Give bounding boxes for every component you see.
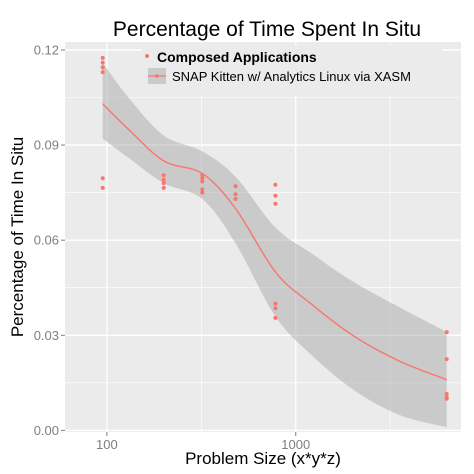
data-point bbox=[161, 181, 166, 186]
data-point bbox=[444, 330, 449, 335]
chart-title: Percentage of Time Spent In Situ bbox=[113, 18, 421, 41]
y-tick-label: 0.12 bbox=[34, 42, 59, 57]
confidence-band-layer bbox=[102, 62, 447, 428]
data-point bbox=[200, 173, 205, 178]
data-point bbox=[273, 315, 278, 320]
data-point bbox=[100, 65, 105, 70]
data-point bbox=[200, 190, 205, 195]
data-point bbox=[273, 306, 278, 311]
data-point bbox=[273, 301, 278, 306]
y-tick-label: 0.00 bbox=[34, 423, 59, 438]
legend-entry-label: SNAP Kitten w/ Analytics Linux via XASM bbox=[172, 69, 411, 84]
y-tick-label: 0.09 bbox=[34, 138, 59, 153]
data-point bbox=[200, 176, 205, 181]
axis-ticks: 0.00 0.03 0.06 0.09 0.12 100 1000 bbox=[34, 42, 311, 452]
legend-box bbox=[142, 45, 442, 95]
x-tick-label: 1000 bbox=[281, 437, 310, 452]
x-axis-label: Problem Size (x*y*z) bbox=[185, 449, 341, 468]
data-point bbox=[100, 70, 105, 75]
data-points bbox=[100, 55, 449, 401]
x-tick-label: 100 bbox=[96, 437, 118, 452]
data-point bbox=[100, 55, 105, 60]
data-point bbox=[100, 60, 105, 65]
y-axis-label: Percentage of Time In Situ bbox=[8, 137, 27, 337]
data-point bbox=[100, 185, 105, 190]
data-point bbox=[273, 201, 278, 206]
data-point bbox=[200, 179, 205, 184]
data-point bbox=[233, 197, 238, 201]
data-point bbox=[161, 173, 166, 178]
smooth-trend-line bbox=[102, 103, 447, 381]
data-point bbox=[100, 176, 105, 181]
y-tick-label: 0.06 bbox=[34, 233, 59, 248]
data-point bbox=[273, 182, 278, 187]
legend-title-marker bbox=[145, 54, 149, 58]
data-point bbox=[273, 193, 278, 198]
data-point bbox=[444, 392, 449, 396]
legend-title: Composed Applications bbox=[157, 49, 317, 65]
data-point bbox=[161, 185, 166, 190]
smooth-line-layer bbox=[102, 103, 447, 381]
data-point bbox=[200, 187, 205, 192]
data-point bbox=[444, 396, 449, 401]
legend: Composed Applications SNAP Kitten w/ Ana… bbox=[142, 45, 442, 95]
data-point bbox=[233, 192, 238, 197]
data-point bbox=[444, 357, 449, 362]
data-point bbox=[161, 177, 166, 182]
plot-panel bbox=[65, 42, 461, 432]
confidence-band bbox=[102, 62, 447, 428]
legend-key-point bbox=[155, 74, 159, 78]
y-tick-label: 0.03 bbox=[34, 328, 59, 343]
data-point bbox=[233, 184, 238, 189]
